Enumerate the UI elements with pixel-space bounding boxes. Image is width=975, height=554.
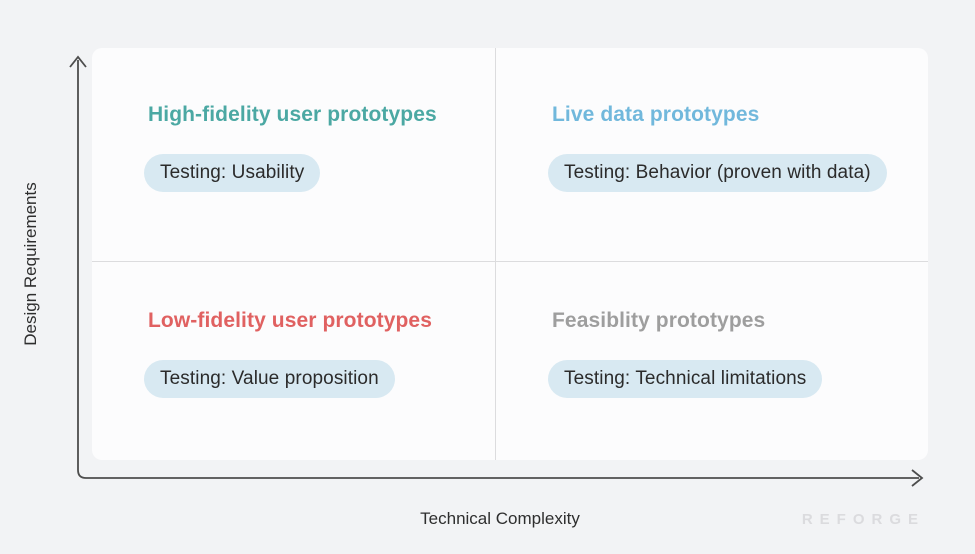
x-axis-arrowhead-icon (911, 469, 924, 487)
y-axis-label: Design Requirements (21, 182, 40, 346)
testing-badge: Testing: Value proposition (144, 360, 395, 398)
testing-badge: Testing: Behavior (proven with data) (548, 154, 887, 192)
quadrant-title: Low-fidelity user prototypes (148, 309, 432, 332)
testing-badge: Testing: Technical limitations (548, 360, 823, 398)
quadrant-title: High-fidelity user prototypes (148, 103, 437, 126)
quadrant-title: Live data prototypes (552, 103, 760, 126)
horizontal-divider (92, 261, 928, 262)
quadrant-board: High-fidelity user prototypes Testing: U… (92, 48, 928, 460)
quadrant-title: Feasiblity prototypes (552, 309, 766, 332)
quadrant-feasibility: Feasiblity prototypes Testing: Technical… (496, 262, 928, 460)
x-axis-label: Technical Complexity (420, 509, 580, 528)
vertical-divider (495, 48, 496, 460)
y-axis-arrowhead-icon (69, 55, 87, 68)
quadrant-high-fidelity: High-fidelity user prototypes Testing: U… (92, 48, 495, 261)
reforge-watermark: REFORGE (801, 511, 925, 528)
quadrant-low-fidelity: Low-fidelity user prototypes Testing: Va… (92, 262, 495, 460)
quadrant-live-data: Live data prototypes Testing: Behavior (… (496, 48, 928, 261)
testing-badge: Testing: Usability (144, 154, 321, 192)
